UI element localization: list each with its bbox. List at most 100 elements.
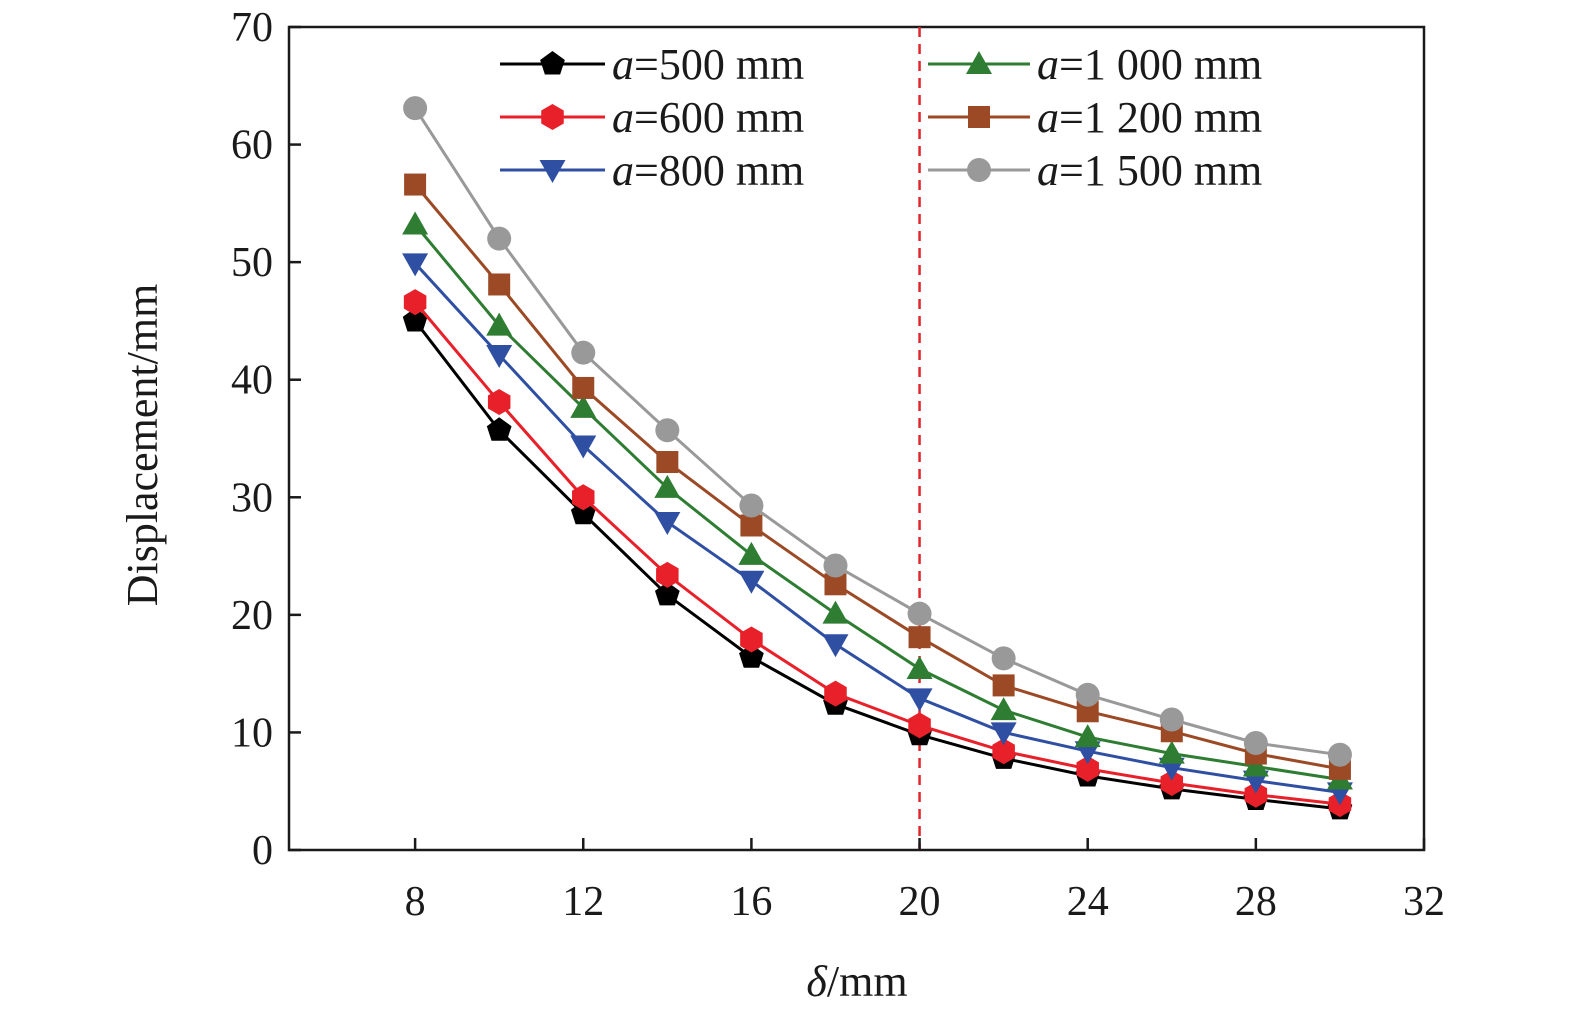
legend-label: a=1 500 mm: [1037, 146, 1262, 195]
legend-marker: [539, 160, 566, 183]
data-point: [739, 644, 764, 668]
legend-item: a=600 mm: [500, 93, 804, 142]
data-point: [907, 601, 932, 626]
legend-marker: [967, 158, 991, 182]
series-line: [413, 107, 1341, 757]
y-tick-label: 40: [231, 358, 273, 404]
data-point: [486, 312, 513, 336]
data-point: [824, 573, 847, 596]
legend-item: a=500 mm: [500, 40, 804, 89]
data-point: [990, 697, 1017, 721]
plot-border: [287, 25, 1426, 852]
legend-label: a=1 000 mm: [1037, 40, 1262, 89]
data-point: [1075, 682, 1100, 707]
data-point: [1242, 753, 1269, 777]
y-tick-label: 0: [252, 828, 273, 874]
series-2: [403, 289, 1352, 818]
y-tick-label: 50: [231, 240, 273, 286]
series-line: [413, 301, 1341, 806]
data-point: [738, 541, 765, 565]
legend-item: a=800 mm: [500, 146, 804, 195]
x-tick-label: 28: [1235, 879, 1277, 925]
legend-label: a=1 200 mm: [1037, 93, 1262, 142]
data-point: [738, 570, 765, 594]
data-point: [402, 307, 428, 332]
x-tick-label: 16: [730, 879, 772, 925]
data-point: [822, 634, 849, 658]
data-point: [654, 511, 681, 535]
series-6: [403, 96, 1352, 767]
data-point: [656, 451, 679, 474]
data-point: [1243, 731, 1268, 756]
legend-marker: [541, 104, 564, 130]
y-axis-ticks: 0 10 20 30 40 50 60 70: [231, 5, 301, 874]
data-point: [992, 674, 1015, 697]
data-point: [740, 514, 763, 537]
data-point: [992, 738, 1015, 765]
x-axis-unit: /mm: [827, 957, 908, 1006]
data-point: [908, 626, 931, 649]
x-axis-symbol: δ: [806, 957, 828, 1006]
data-point: [908, 712, 931, 739]
series-line: [413, 183, 1341, 771]
data-point: [570, 394, 597, 418]
series-4: [402, 211, 1353, 790]
data-point: [654, 474, 681, 498]
x-tick-label: 32: [1403, 879, 1445, 925]
data-point: [906, 688, 933, 712]
data-point: [404, 173, 427, 196]
x-axis-ticks: 8 12 16 20 24 28 32: [405, 838, 1445, 925]
data-point: [402, 253, 429, 277]
data-point: [740, 626, 763, 653]
x-tick-label: 24: [1067, 879, 1109, 925]
plot-frame: [287, 25, 1426, 852]
y-tick-label: 30: [231, 475, 273, 521]
data-point: [1158, 740, 1185, 764]
data-point: [991, 646, 1016, 671]
data-point: [570, 435, 597, 459]
data-point: [572, 376, 595, 399]
data-point: [906, 655, 933, 679]
y-tick-label: 20: [231, 593, 273, 639]
data-point: [487, 226, 512, 251]
data-point: [571, 484, 595, 511]
data-point: [488, 273, 511, 296]
legend: a=500 mma=600 mma=800 mm a=1 000 mma=1 20…: [500, 40, 1262, 195]
data-point: [403, 96, 428, 121]
series-3: [402, 253, 1353, 806]
legend-marker: [966, 51, 992, 74]
data-point: [655, 418, 680, 443]
legend-marker: [968, 106, 990, 128]
data-point: [403, 289, 427, 316]
y-tick-label: 10: [231, 710, 273, 756]
data-point: [486, 417, 512, 441]
data-point: [1076, 755, 1099, 782]
legend-label: a=800 mm: [612, 146, 804, 195]
data-point: [656, 561, 679, 588]
legend-item: a=1 000 mm: [928, 40, 1262, 89]
legend-item: a=1 200 mm: [928, 93, 1262, 142]
y-axis-title: Displacement/mm: [118, 284, 167, 607]
legend-label: a=500 mm: [612, 40, 804, 89]
series-line: [413, 262, 1341, 794]
data-point: [1159, 707, 1184, 732]
data-point: [487, 389, 511, 416]
x-axis-title: δ/mm: [806, 957, 907, 1006]
data-point: [990, 722, 1017, 746]
data-point: [822, 600, 849, 624]
data-point: [654, 581, 680, 606]
x-tick-label: 12: [562, 879, 604, 925]
data-point: [1327, 742, 1352, 767]
data-point: [402, 211, 429, 235]
data-point: [486, 345, 513, 369]
data-point: [1244, 781, 1268, 808]
data-point: [1076, 700, 1099, 723]
legend-marker: [540, 51, 565, 75]
x-tick-label: 20: [899, 879, 941, 925]
data-point: [571, 340, 596, 365]
legend-item: a=1 500 mm: [928, 146, 1262, 195]
y-tick-label: 70: [231, 5, 273, 51]
data-point: [1160, 769, 1184, 796]
series-line: [413, 223, 1341, 781]
